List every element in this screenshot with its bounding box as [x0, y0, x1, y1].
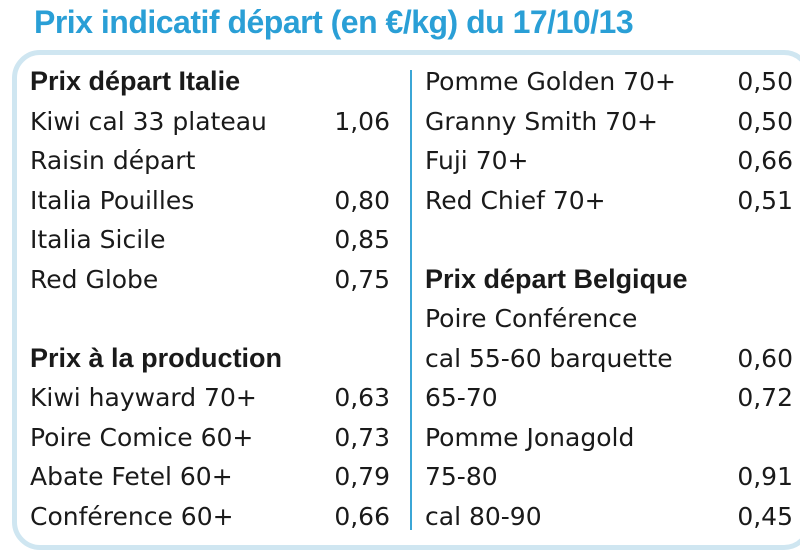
price-value: 0,80 — [334, 185, 390, 215]
product-label: Poire Conférence — [425, 304, 638, 333]
price-row: Kiwi hayward 70+ 0,63 — [30, 378, 390, 418]
spacer — [425, 220, 793, 260]
product-label: Raisin départ — [30, 146, 196, 175]
price-value: 0,50 — [737, 67, 793, 96]
price-row: Pomme Jonagold — [425, 418, 793, 458]
price-row: Granny Smith 70+ 0,50 — [425, 102, 793, 142]
product-label: Red Globe — [30, 264, 159, 294]
page-title: Prix indicatif départ (en €/kg) du 17/10… — [34, 4, 634, 40]
price-row: cal 80-90 0,45 — [425, 497, 793, 537]
product-label: 65-70 — [425, 383, 498, 412]
price-row: Pomme Golden 70+ 0,50 — [425, 62, 793, 102]
product-label: cal 80-90 — [425, 501, 542, 531]
price-value: 0,79 — [334, 462, 390, 491]
product-label: Red Chief 70+ — [425, 185, 606, 215]
product-label: Kiwi hayward 70+ — [30, 383, 257, 412]
product-label: Pomme Jonagold — [425, 422, 635, 452]
section-heading-belgique: Prix départ Belgique — [425, 263, 688, 294]
price-row: 65-70 0,72 — [425, 378, 793, 418]
price-row: Abate Fetel 60+ 0,79 — [30, 457, 390, 497]
price-value: 0,66 — [737, 146, 793, 175]
price-row: 75-80 0,91 — [425, 457, 793, 497]
product-label: Conférence 60+ — [30, 501, 234, 531]
price-row: Conférence 60+ 0,66 — [30, 497, 390, 537]
price-row: Kiwi cal 33 plateau 1,06 — [30, 102, 390, 142]
section-heading-italie: Prix départ Italie — [30, 66, 241, 96]
column-divider — [410, 70, 412, 530]
price-value: 0,72 — [737, 383, 793, 412]
price-value: 0,45 — [737, 501, 793, 531]
product-label: Fuji 70+ — [425, 146, 529, 175]
price-row: Italia Pouilles 0,80 — [30, 181, 390, 221]
price-value: 0,85 — [334, 225, 390, 254]
spacer — [30, 299, 390, 339]
product-label: Italia Pouilles — [30, 185, 195, 215]
price-value: 0,66 — [334, 501, 390, 531]
price-value: 0,60 — [737, 343, 793, 373]
price-value: 0,73 — [334, 422, 390, 452]
section-heading-production: Prix à la production — [30, 342, 283, 373]
price-value: 0,50 — [737, 106, 793, 136]
price-row: Raisin départ — [30, 141, 390, 181]
price-value: 0,63 — [334, 383, 390, 412]
price-panel — [12, 50, 800, 550]
product-label: 75-80 — [425, 462, 498, 491]
product-label: Granny Smith 70+ — [425, 106, 658, 136]
product-label: cal 55-60 barquette — [425, 343, 673, 373]
product-label: Abate Fetel 60+ — [30, 462, 233, 491]
product-label: Italia Sicile — [30, 225, 166, 254]
product-label: Poire Comice 60+ — [30, 422, 254, 452]
price-value: 1,06 — [334, 106, 390, 136]
price-row: cal 55-60 barquette 0,60 — [425, 339, 793, 379]
right-column: Pomme Golden 70+ 0,50 Granny Smith 70+ 0… — [425, 62, 793, 536]
price-value: 0,91 — [737, 462, 793, 491]
price-row: Italia Sicile 0,85 — [30, 220, 390, 260]
price-row: Red Chief 70+ 0,51 — [425, 181, 793, 221]
price-value: 0,75 — [334, 264, 390, 294]
product-label: Kiwi cal 33 plateau — [30, 106, 267, 136]
price-row: Poire Conférence — [425, 299, 793, 339]
price-row: Poire Comice 60+ 0,73 — [30, 418, 390, 458]
price-row: Fuji 70+ 0,66 — [425, 141, 793, 181]
product-label: Pomme Golden 70+ — [425, 67, 676, 96]
price-row: Red Globe 0,75 — [30, 260, 390, 300]
price-value: 0,51 — [737, 185, 793, 215]
left-column: Prix départ Italie Kiwi cal 33 plateau 1… — [30, 62, 390, 536]
